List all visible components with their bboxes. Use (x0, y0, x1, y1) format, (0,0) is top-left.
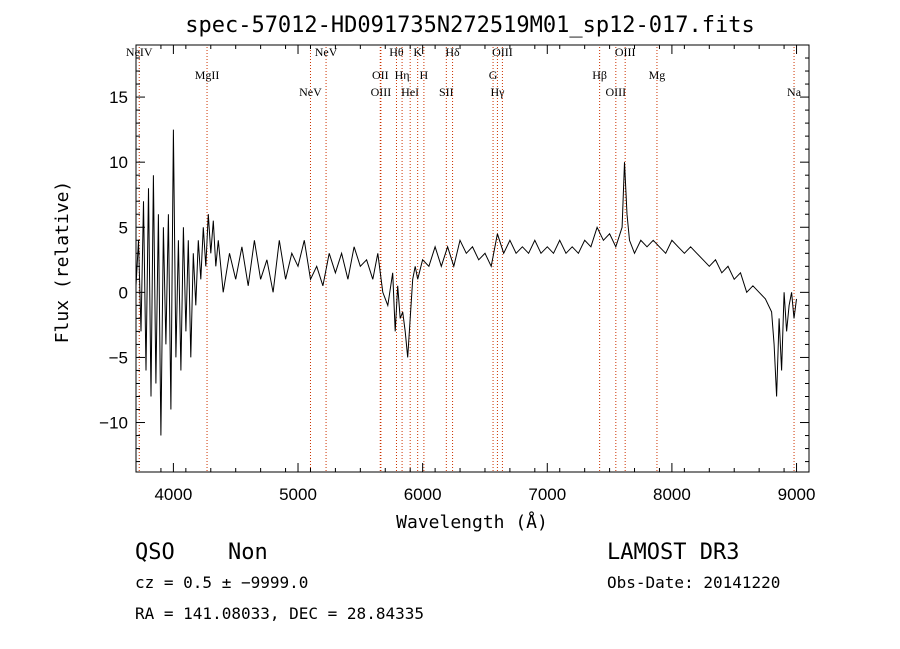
spectral-line-label: G (489, 68, 498, 82)
y-tick-label: 15 (109, 88, 128, 107)
spectral-line-label: H (420, 68, 429, 82)
spectral-line-label: OIII (605, 85, 626, 99)
spectral-line-label: NeIV (126, 45, 153, 59)
y-tick-label: −5 (109, 348, 128, 367)
spectrum-series-line (135, 129, 797, 436)
x-tick-label: 8000 (653, 485, 691, 504)
object-subclass: Non (228, 540, 268, 565)
spectral-line-label: OIII (615, 45, 636, 59)
spectral-line-label: Hθ (389, 45, 404, 59)
spectral-line-label: HeI (401, 85, 419, 99)
y-tick-label: 10 (109, 153, 128, 172)
x-tick-label: 4000 (154, 485, 192, 504)
spectral-line-label: NeV (299, 85, 322, 99)
spectral-line-label: Mg (649, 68, 666, 82)
spectral-line-markers: NeIV MgII NeV NeV OII OIII Hθ Hη HeI KH SII Hδ G Hγ OI… (126, 45, 802, 472)
spectral-line-label: OII (372, 68, 389, 82)
chart-title: spec-57012-HD091735N272519M01_sp12-017.f… (185, 13, 755, 38)
object-class: QSO (135, 540, 175, 565)
plot-area: NeIV MgII NeV NeV OII OIII Hθ Hη HeI KH SII Hδ G Hγ OI… (99, 44, 816, 504)
y-tick-label: 5 (119, 218, 128, 237)
spectral-line-label: Hβ (592, 68, 607, 82)
spectral-line-label: SII (439, 85, 454, 99)
spectral-line-label: NeV (315, 45, 338, 59)
redshift-cz: cz = 0.5 ± −9999.0 (135, 573, 308, 592)
y-axis-label: Flux (relative) (52, 181, 73, 344)
x-tick-label: 9000 (778, 485, 816, 504)
y-tick-label: −10 (99, 414, 128, 433)
observation-date: Obs-Date: 20141220 (607, 573, 780, 592)
x-tick-label: 5000 (279, 485, 317, 504)
spectral-line-label: Hδ (445, 45, 460, 59)
spectral-line-label: Hγ (490, 85, 505, 99)
y-axis-ticks: −10 −5 0 5 10 15 (99, 57, 809, 463)
spectral-line-label: OIII (492, 45, 513, 59)
x-axis-ticks: 4000 5000 6000 7000 8000 9000 (135, 45, 816, 504)
survey-name: LAMOST DR3 (607, 540, 739, 565)
plot-frame (135, 44, 810, 473)
y-tick-label: 0 (119, 283, 128, 302)
x-axis-label: Wavelength (Å) (396, 511, 548, 533)
spectral-line-label: Na (787, 85, 802, 99)
spectral-line-label: MgII (195, 68, 220, 82)
x-tick-label: 7000 (528, 485, 566, 504)
coordinates: RA = 141.08033, DEC = 28.84335 (135, 604, 424, 623)
x-tick-label: 6000 (404, 485, 442, 504)
spectral-line-label: OIII (371, 85, 392, 99)
spectral-line-label: Hη (395, 68, 410, 82)
spectral-line-label: K (413, 45, 422, 59)
